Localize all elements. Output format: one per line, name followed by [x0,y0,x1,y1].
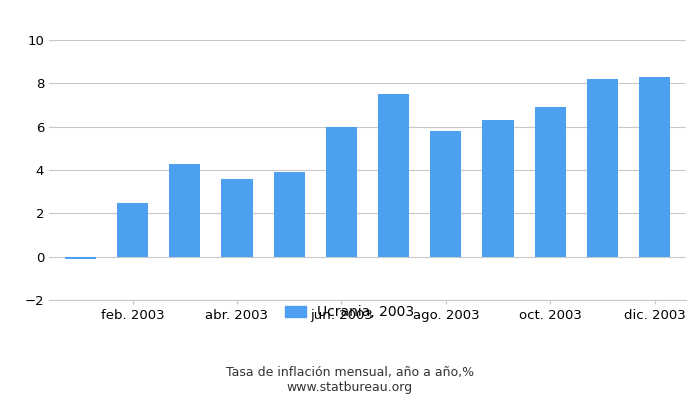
Bar [430,131,461,257]
Text: Tasa de inflación mensual, año a año,%
www.statbureau.org: Tasa de inflación mensual, año a año,% w… [226,366,474,394]
Bar [64,257,96,259]
Legend: Ucrania, 2003: Ucrania, 2003 [280,300,420,325]
Bar [482,120,514,257]
Bar [169,164,200,257]
Bar [326,127,357,257]
Bar [639,77,671,257]
Bar [221,179,253,257]
Bar [378,94,409,257]
Bar [274,172,304,257]
Bar [117,202,148,257]
Bar [587,79,618,257]
Bar [535,107,566,257]
